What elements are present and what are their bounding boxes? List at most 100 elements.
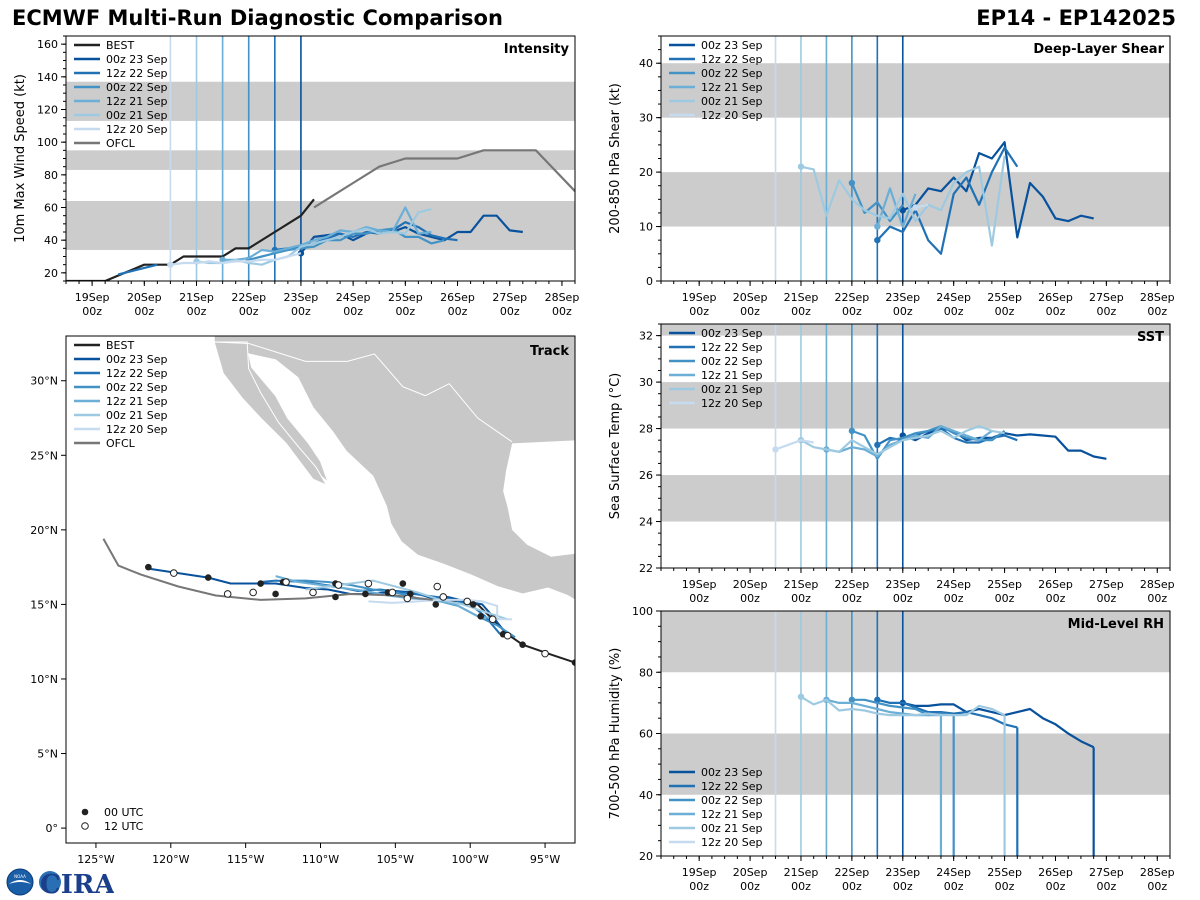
shear-xtick-day: 27Sep	[1089, 291, 1124, 304]
intensity-xtick-day: 19Sep	[75, 291, 110, 304]
sst-xtick-hour: 00z	[842, 592, 862, 605]
cira-logo: NOAA CIRA	[6, 868, 114, 898]
track-xtick-label: 115°W	[227, 853, 264, 866]
storm-id: EP14 - EP142025	[976, 6, 1176, 30]
track-chart: 125°W 120°W 115°W 110°W 105°W 100°W 95°W 0° 5°N 1…	[30, 335, 576, 866]
shear-start-point-00z-22-sep	[848, 179, 856, 187]
sst-xtick-day: 22Sep	[835, 578, 870, 591]
intensity-ytick-label: 60	[44, 202, 58, 215]
noaa-bird-icon	[9, 880, 31, 884]
rh-series-12z-22-sep	[877, 698, 1018, 729]
shear-start-point-00z-21-sep	[797, 163, 805, 170]
sst-xtick-hour: 00z	[1096, 592, 1116, 605]
track-point-00utc	[571, 659, 575, 666]
rh-xtick-hour: 00z	[740, 880, 760, 893]
track-xtick-label: 105°W	[377, 853, 414, 866]
track-point-12utc	[439, 593, 448, 601]
rh-chart: 2040608010019Sep00z20Sep00z21Sep00z22Sep…	[608, 605, 1175, 893]
rh-xtick-hour: 00z	[995, 880, 1015, 893]
sst-ytick-label: 32	[639, 330, 653, 343]
sst-legend-label: 12z 20 Sep	[701, 397, 763, 410]
track-gulf-water	[503, 440, 575, 557]
rh-ytick-label: 80	[639, 666, 653, 679]
sst-xtick-day: 20Sep	[733, 578, 768, 591]
rh-xtick-hour: 00z	[689, 880, 709, 893]
shear-xtick-hour: 00z	[1147, 305, 1167, 318]
shear-series-12z-22-sep	[876, 146, 1019, 255]
track-legend-label: 12z 20 Sep	[106, 423, 168, 436]
track-ytick-label: 30°N	[30, 375, 58, 388]
rh-legend-label: 12z 20 Sep	[701, 836, 763, 849]
shear-series-00z-22-sep	[850, 182, 904, 223]
rh-shade-band	[661, 611, 1170, 673]
track-legend-label: 00z 21 Sep	[106, 409, 168, 422]
intensity-legend-label: 12z 20 Sep	[106, 123, 168, 136]
track-legend-label: OFCL	[106, 437, 136, 450]
track-xtick-label: 95°W	[530, 853, 560, 866]
shear-xtick-hour: 00z	[689, 305, 709, 318]
shear-ytick-label: 40	[639, 57, 653, 70]
rh-ytick-label: 20	[639, 850, 653, 863]
shear-ytick-label: 20	[639, 166, 653, 179]
track-us-border	[214, 341, 513, 443]
track-point-12utc	[403, 594, 412, 603]
logo-text: CIRA	[40, 870, 114, 898]
rh-series-00z-21-sep	[800, 695, 1006, 717]
track-point-12utc	[169, 569, 178, 577]
sst-xtick-day: 19Sep	[682, 578, 717, 591]
rh-xtick-day: 26Sep	[1038, 866, 1073, 879]
shear-xtick-day: 24Sep	[936, 291, 971, 304]
shear-xtick-hour: 00z	[995, 305, 1015, 318]
intensity-ylabel: 10m Max Wind Speed (kt)	[13, 74, 28, 243]
intensity-series-00z-22-sep	[248, 227, 445, 261]
track-legend-dot-label: 00 UTC	[104, 806, 144, 819]
track-ytick-label: 25°N	[30, 449, 58, 462]
track-point-00utc	[204, 574, 212, 581]
track-point-12utc	[334, 581, 343, 589]
intensity-xtick-hour: 00z	[239, 305, 259, 318]
shear-start-point-12z-21-sep	[874, 223, 881, 230]
sst-xtick-day: 24Sep	[936, 578, 971, 591]
intensity-xtick-day: 22Sep	[231, 291, 266, 304]
rh-xtick-hour: 00z	[1147, 880, 1167, 893]
sst-xtick-day: 26Sep	[1038, 578, 1073, 591]
sst-xtick-hour: 00z	[995, 592, 1015, 605]
track-point-00utc	[272, 590, 279, 598]
sst-ytick-label: 30	[639, 376, 653, 389]
intensity-ytick-label: 80	[44, 169, 58, 182]
track-point-00utc	[432, 601, 440, 608]
track-baja-peninsula	[213, 341, 328, 487]
track-ytick-label: 20°N	[30, 524, 58, 537]
intensity-series-ofcl	[313, 149, 575, 209]
track-point-12utc	[249, 588, 257, 597]
sst-legend-label: 12z 21 Sep	[701, 369, 763, 382]
rh-xtick-hour: 00z	[893, 880, 913, 893]
shear-ytick-label: 30	[639, 112, 653, 125]
intensity-ytick-label: 140	[37, 71, 58, 84]
sst-title: SST	[1137, 330, 1164, 345]
shear-xtick-hour: 00z	[893, 305, 913, 318]
shear-xtick-hour: 00z	[740, 305, 760, 318]
track-title: Track	[530, 344, 569, 359]
rh-ytick-label: 40	[639, 789, 653, 802]
intensity-xtick-hour: 00z	[187, 305, 207, 318]
intensity-title: Intensity	[504, 42, 570, 57]
sst-legend-label: 12z 22 Sep	[701, 341, 763, 354]
rh-xtick-hour: 00z	[1096, 880, 1116, 893]
intensity-xtick-hour: 00z	[552, 305, 572, 318]
sst-shade-band	[661, 324, 1170, 336]
shear-xtick-day: 23Sep	[885, 291, 920, 304]
rh-legend-label: 12z 22 Sep	[701, 780, 763, 793]
sst-xtick-hour: 00z	[689, 592, 709, 605]
intensity-series-group	[66, 149, 575, 281]
intensity-xtick-hour: 00z	[343, 305, 363, 318]
track-xtick-label: 120°W	[152, 853, 189, 866]
sst-series-group	[772, 425, 1107, 460]
shear-chart: 01020304019Sep00z20Sep00z21Sep00z22Sep00…	[608, 35, 1175, 318]
intensity-legend-label: 00z 23 Sep	[106, 53, 168, 66]
shear-xtick-hour: 00z	[842, 305, 862, 318]
intensity-series-12z-20-sep	[170, 252, 302, 266]
sst-xtick-day: 27Sep	[1089, 578, 1124, 591]
rh-legend-label: 00z 22 Sep	[701, 794, 763, 807]
shear-xtick-hour: 00z	[791, 305, 811, 318]
